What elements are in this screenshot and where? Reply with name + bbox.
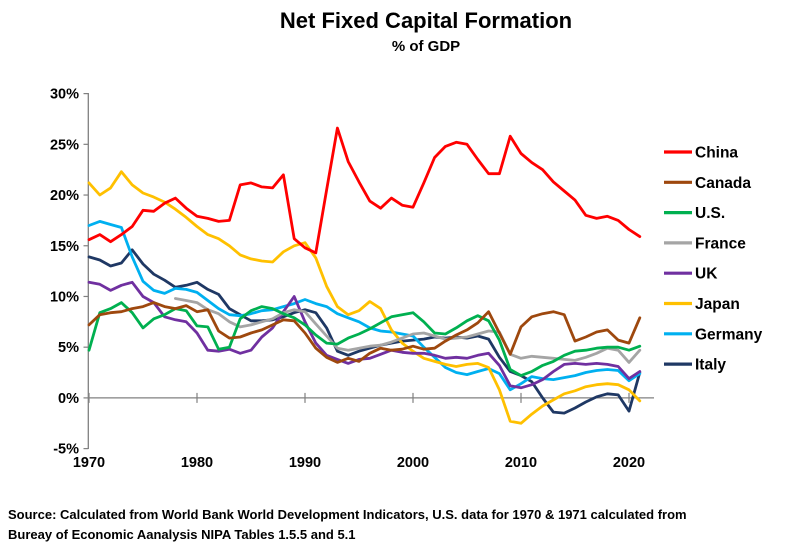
y-axis-tick-label: 20% — [50, 188, 79, 204]
y-axis-tick-label: 5% — [58, 340, 79, 356]
source-note-line2: Bureay of Economic Aanalysis NIPA Tables… — [8, 527, 356, 542]
legend-label-germany: Germany — [695, 326, 763, 343]
chart-title: Net Fixed Capital Formation — [279, 8, 573, 33]
legend-label-japan: Japan — [695, 296, 740, 313]
x-axis-tick-label: 1990 — [289, 455, 321, 471]
y-axis-tick-label: 10% — [50, 289, 79, 305]
source-note-line1: Source: Calculated from World Bank World… — [8, 507, 687, 522]
x-axis-tick-label: 1970 — [73, 455, 105, 471]
x-axis-tick-label: 2000 — [397, 455, 429, 471]
series-line-us — [87, 301, 642, 378]
series-line-germany — [87, 219, 642, 392]
series-line-france — [173, 297, 642, 364]
y-axis-tick-label: 15% — [50, 239, 79, 255]
series-line-italy — [87, 248, 642, 415]
y-axis-tick-label: -5% — [53, 442, 79, 458]
legend-label-italy: Italy — [695, 357, 726, 374]
series-line-uk — [87, 280, 642, 390]
legend-label-canada: Canada — [695, 175, 751, 192]
x-axis-tick-label: 1980 — [181, 455, 213, 471]
x-axis-tick-label: 2020 — [613, 455, 645, 471]
series-line-china — [87, 126, 642, 255]
x-axis-tick-label: 2010 — [505, 455, 537, 471]
y-axis-tick-label: 0% — [58, 391, 79, 407]
legend-label-uk: UK — [695, 266, 718, 283]
y-axis-tick-label: 25% — [50, 137, 79, 153]
y-axis-tick-label: 30% — [50, 87, 79, 103]
legend-label-us: U.S. — [695, 205, 725, 222]
chart-subtitle: % of GDP — [391, 38, 461, 55]
series-line-canada — [87, 301, 642, 364]
series-line-japan — [87, 170, 642, 425]
legend-label-france: France — [695, 235, 746, 252]
legend-label-china: China — [695, 145, 738, 162]
